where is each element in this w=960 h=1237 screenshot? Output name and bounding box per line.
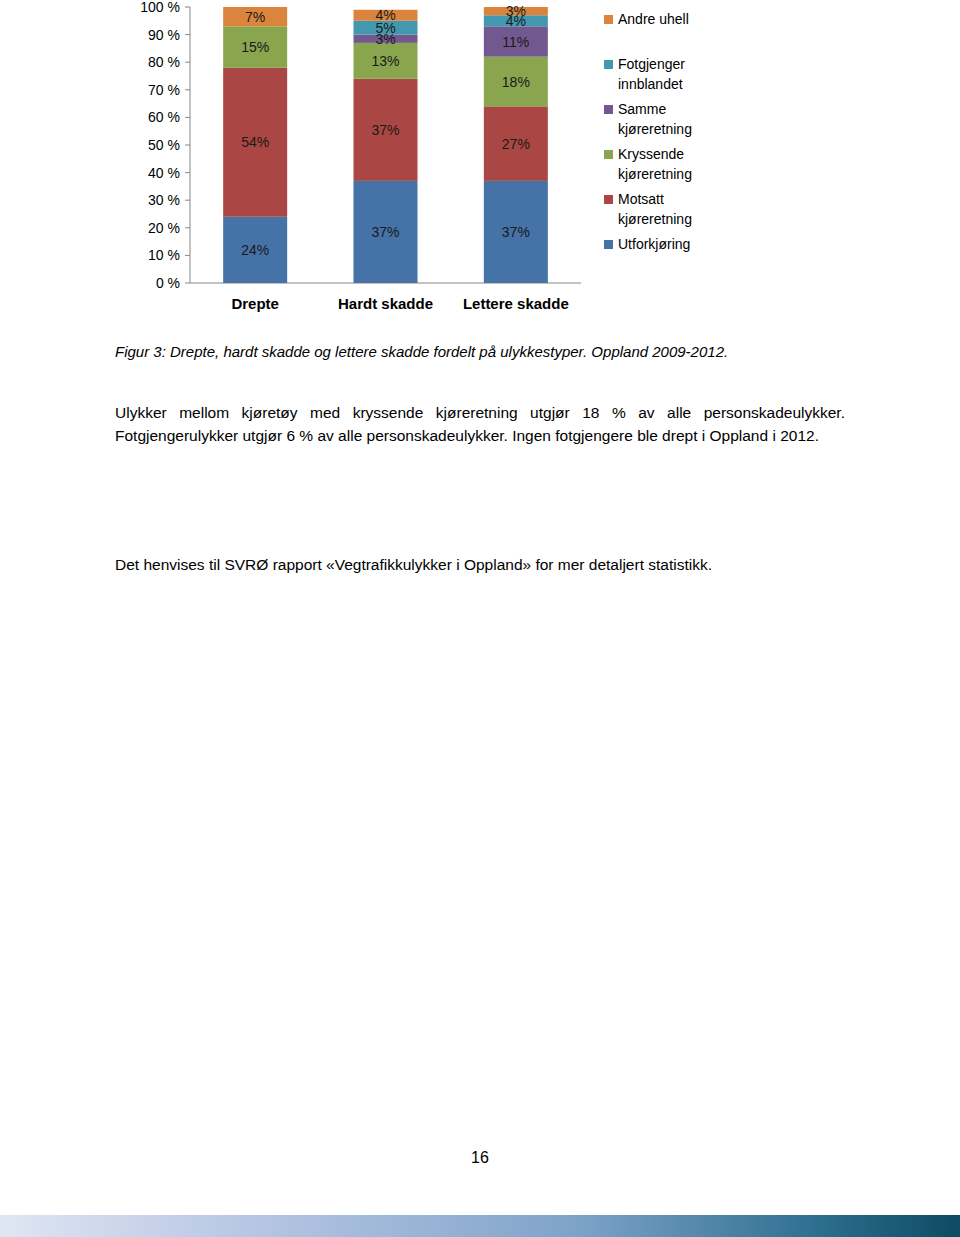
figure-caption: Figur 3: Drepte, hardt skadde og lettere…: [115, 343, 875, 360]
chart: 0 % 10 % 20 % 30 % 40 % 50 % 60 % 70 % 80 % 90 % 1…: [0, 0, 960, 330]
paragraph: Ulykker mellom kjøretøy med kryssende kj…: [115, 401, 845, 447]
legend-swatch: [604, 105, 613, 114]
y-tick-label: 80 %: [148, 54, 180, 70]
page-number: 16: [0, 1149, 960, 1167]
y-tick-label: 50 %: [148, 137, 180, 153]
data-label: 11%: [502, 34, 529, 50]
data-label: 37%: [371, 122, 399, 138]
paragraph: Det henvises til SVRØ rapport «Vegtrafik…: [115, 553, 845, 576]
data-label: 54%: [241, 134, 269, 150]
bar-segment: [484, 106, 548, 181]
data-label: 24%: [241, 242, 269, 258]
legend-swatch: [604, 15, 613, 24]
bar-segment: [484, 26, 548, 56]
legend-label: Motsattkjøreretning: [618, 191, 692, 227]
legend-label: Kryssendekjøreretning: [618, 146, 692, 182]
bar-segment: [354, 181, 418, 283]
y-tick: [185, 89, 190, 90]
y-tick-label: 10 %: [148, 247, 180, 263]
bar-segment: [484, 57, 548, 107]
y-tick-label: 100 %: [140, 0, 180, 15]
y-tick: [185, 7, 190, 8]
y-tick: [185, 34, 190, 35]
bar-segment: [223, 7, 287, 26]
data-label: 37%: [502, 224, 530, 240]
legend: Andre uhell Fotgjengerinnblandet Sammekjør…: [604, 11, 692, 252]
y-tick-label: 60 %: [148, 109, 180, 125]
legend-swatch: [604, 240, 613, 249]
x-tick-label: Lettere skadde: [463, 295, 569, 312]
data-label: 7%: [245, 9, 265, 25]
y-tick: [185, 145, 190, 146]
bar-segment: [223, 217, 287, 283]
data-label: 15%: [241, 39, 269, 55]
y-tick: [185, 117, 190, 118]
data-labels: 24%54%15%7%37%37%13%3%5%4%37%27%18%11%4%…: [241, 3, 530, 258]
legend-label: Andre uhell: [618, 11, 689, 27]
y-tick: [185, 200, 190, 201]
y-tick: [185, 283, 190, 284]
legend-swatch: [604, 150, 613, 159]
bar-segment: [223, 26, 287, 67]
y-tick-label: 70 %: [148, 82, 180, 98]
data-label: 27%: [502, 136, 530, 152]
legend-label: Utforkjøring: [618, 236, 690, 252]
x-tick-label: Drepte: [231, 295, 279, 312]
data-label: 13%: [371, 53, 399, 69]
data-label: 18%: [502, 74, 530, 90]
data-label: 37%: [371, 224, 399, 240]
y-tick-label: 30 %: [148, 192, 180, 208]
legend-label: Fotgjengerinnblandet: [618, 56, 685, 92]
y-tick: [185, 227, 190, 228]
data-label: 3%: [506, 3, 526, 19]
x-tick-label: Hardt skadde: [338, 295, 433, 312]
legend-label: Sammekjøreretning: [618, 101, 692, 137]
bar-segment: [484, 181, 548, 283]
bar-segment: [354, 79, 418, 181]
y-tick-label: 90 %: [148, 27, 180, 43]
bars: [223, 7, 548, 283]
bar-segment: [354, 43, 418, 79]
data-label: 4%: [375, 7, 395, 23]
y-tick: [185, 255, 190, 256]
bar-segment: [223, 68, 287, 217]
legend-swatch: [604, 60, 613, 69]
y-tick-label: 20 %: [148, 220, 180, 236]
footer-band: [0, 1215, 960, 1237]
legend-swatch: [604, 195, 613, 204]
y-tick: [185, 62, 190, 63]
y-tick: [185, 172, 190, 173]
y-tick-label: 40 %: [148, 165, 180, 181]
y-tick-label: 0 %: [156, 275, 180, 291]
